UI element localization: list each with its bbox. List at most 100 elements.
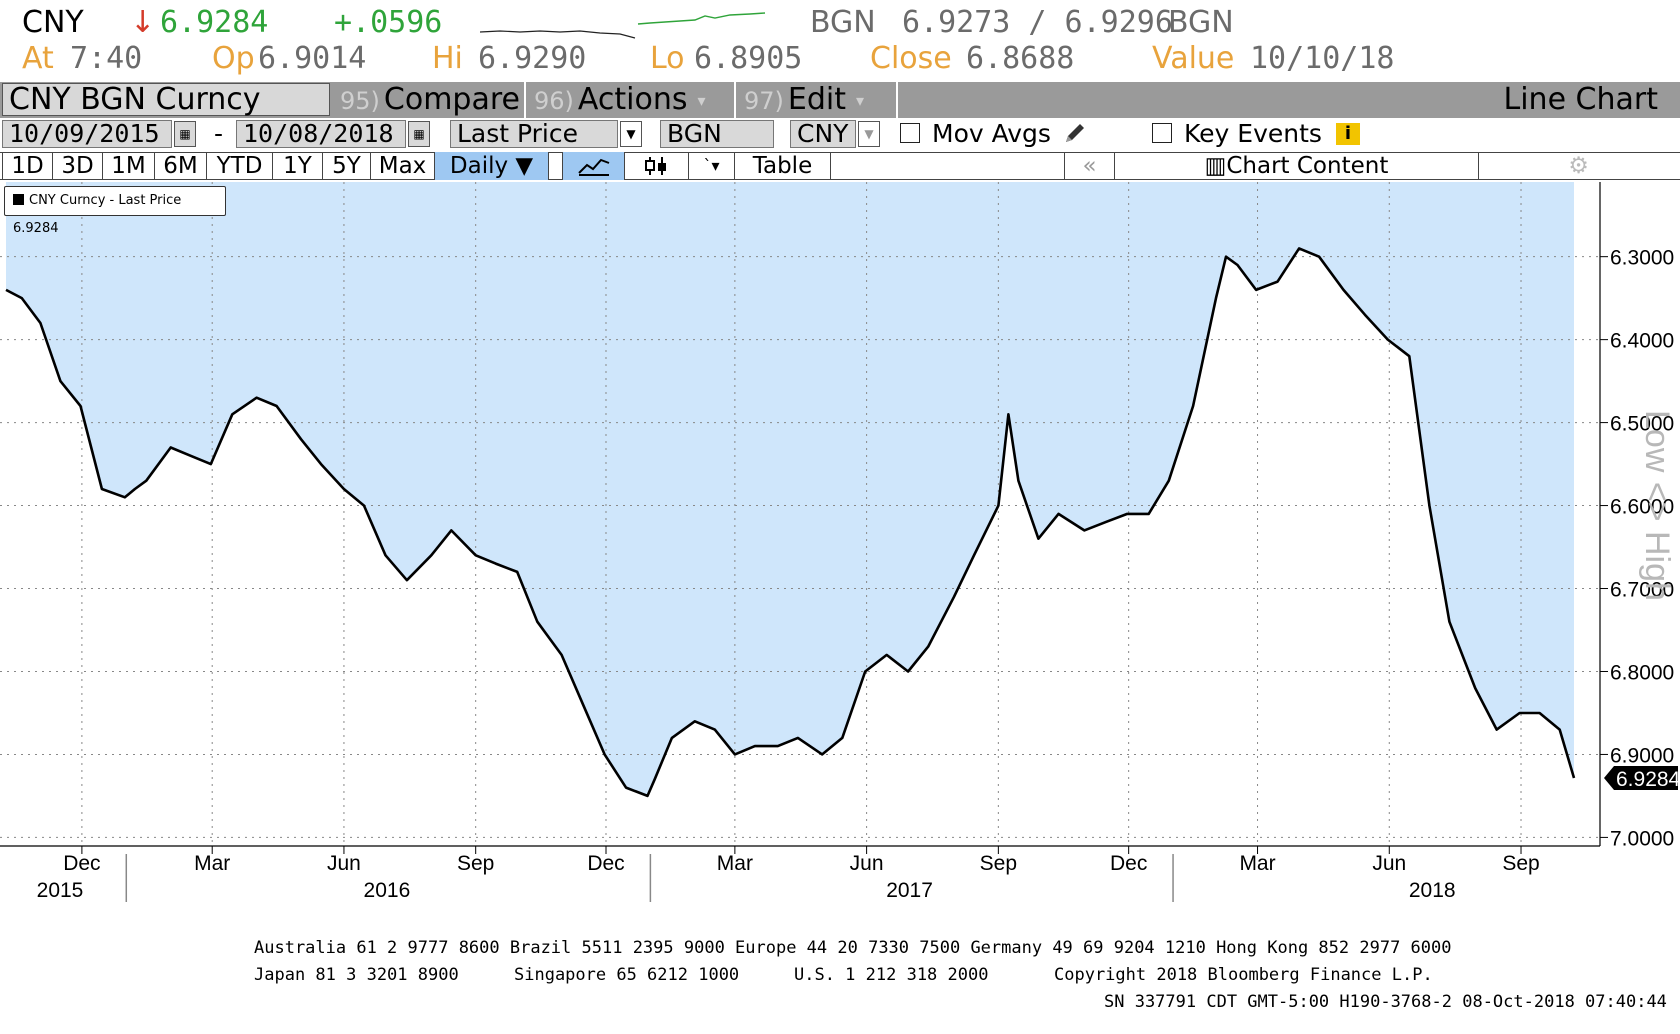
mov-avgs-checkbox[interactable] <box>900 123 920 143</box>
y-tick-label: 6.8000 <box>1610 661 1674 684</box>
period-1d[interactable]: 1D <box>2 152 52 180</box>
toolbar-spacer <box>548 152 562 180</box>
copyright: Copyright 2018 Bloomberg Finance L.P. <box>1054 965 1433 985</box>
chevron-down-icon[interactable]: ▼ <box>858 121 880 147</box>
last-price-tag: 6.9284 <box>1616 768 1680 791</box>
chart-content-icon: ▥ <box>1204 153 1227 179</box>
year-label: 2015 <box>37 879 84 902</box>
x-tick-label: Sep <box>1502 852 1539 875</box>
axis-side-label: Low <> High <box>1638 410 1676 601</box>
source-input[interactable]: BGN <box>660 120 774 148</box>
high-label: Hi <box>432 41 463 76</box>
candlestick-icon[interactable] <box>624 152 688 180</box>
footer-contacts: Australia 61 2 9777 8600 Brazil 5511 239… <box>254 938 1452 958</box>
collapse-icon[interactable]: « <box>1064 152 1114 180</box>
x-tick-label: Dec <box>1110 852 1147 875</box>
year-label: 2018 <box>1409 879 1456 902</box>
line-chart-icon[interactable] <box>562 152 624 180</box>
period-ytd[interactable]: YTD <box>206 152 272 180</box>
bid-ask: 6.9273 / 6.9296 <box>902 5 1173 40</box>
chevron-down-icon: ▾ <box>856 90 865 110</box>
annotation-menu-icon[interactable]: `▾ <box>688 152 734 180</box>
key-events-label[interactable]: Key Events <box>1184 119 1322 148</box>
open-label: Op <box>212 41 255 76</box>
calendar-icon[interactable]: ▦ <box>174 121 196 147</box>
field-select[interactable]: Last Price <box>450 120 618 148</box>
sparkline <box>480 12 766 39</box>
key-events-checkbox[interactable] <box>1152 123 1172 143</box>
session-info: SN 337791 CDT GMT-5:00 H190-3768-2 08-Oc… <box>1104 992 1667 1012</box>
close-label: Close <box>870 41 952 76</box>
x-tick-label: Sep <box>457 852 494 875</box>
frequency-select[interactable]: Daily ▼ <box>434 152 548 180</box>
footer-singapore: Singapore 65 6212 1000 <box>514 965 740 985</box>
last-price-marker <box>1604 766 1678 791</box>
chevron-down-icon: ▾ <box>697 90 706 110</box>
open-value: 6.9014 <box>258 41 367 76</box>
y-tick-label: 6.4000 <box>1610 330 1674 353</box>
at-label: At <box>22 41 54 76</box>
y-tick-label: 6.3000 <box>1610 247 1674 270</box>
source-label-2: BGN <box>1168 5 1234 40</box>
period-6m[interactable]: 6M <box>154 152 206 180</box>
y-tick-label: 6.7000 <box>1610 579 1674 602</box>
mov-avgs-label[interactable]: Mov Avgs <box>932 119 1051 148</box>
chart-content-button[interactable]: ▥Chart Content <box>1114 152 1478 180</box>
compare-button[interactable]: 95) Compare <box>332 82 526 118</box>
net-change: +.0596 <box>334 5 443 40</box>
period-3d[interactable]: 3D <box>52 152 102 180</box>
legend: CNY Curncy - Last Price 6.9284 <box>4 186 226 236</box>
x-tick-label: Mar <box>1239 852 1275 875</box>
y-tick-label: 6.9000 <box>1610 744 1674 767</box>
year-label: 2016 <box>364 879 411 902</box>
year-label: 2017 <box>886 879 933 902</box>
pencil-icon[interactable] <box>1062 122 1088 146</box>
price-chart[interactable]: 6.3000 6.4000 6.5000 6.6000 6.7000 6.8000 6.90… <box>0 180 1680 940</box>
toolbar-spacer <box>830 152 1064 180</box>
date-range-dash: - <box>214 119 224 148</box>
chevron-down-icon[interactable]: ▼ <box>620 121 642 147</box>
x-tick-label: Jun <box>327 852 361 875</box>
low-label: Lo <box>650 41 685 76</box>
period-1y[interactable]: 1Y <box>272 152 322 180</box>
actions-menu[interactable]: 96) Actions ▾ <box>526 82 736 118</box>
ticker: CNY <box>22 5 84 40</box>
source-label: BGN <box>810 5 876 40</box>
x-tick-label: Mar <box>194 852 230 875</box>
series-line-cny[interactable] <box>5 247 1576 798</box>
y-tick-label: 6.6000 <box>1610 496 1674 519</box>
last-price: 6.9284 <box>160 5 269 40</box>
x-tick-label: Mar <box>717 852 753 875</box>
value-label: Value <box>1152 41 1235 76</box>
footer-japan: Japan 81 3 3201 8900 <box>254 965 459 985</box>
x-tick-label: Jun <box>850 852 884 875</box>
at-value: 7:40 <box>70 41 143 76</box>
x-tick-label: Sep <box>980 852 1017 875</box>
period-5y[interactable]: 5Y <box>322 152 370 180</box>
y-tick-label: 7.0000 <box>1610 827 1674 850</box>
close-value: 6.8688 <box>966 41 1075 76</box>
period-1m[interactable]: 1M <box>102 152 154 180</box>
high-value: 6.9290 <box>478 41 587 76</box>
table-button[interactable]: Table <box>734 152 830 180</box>
low-value: 6.8905 <box>694 41 803 76</box>
currency-select[interactable]: CNY <box>790 120 856 148</box>
edit-menu[interactable]: 97) Edit ▾ <box>736 82 898 118</box>
info-icon[interactable]: i <box>1336 123 1360 145</box>
start-date-input[interactable]: 10/09/2015 <box>2 120 172 148</box>
period-max[interactable]: Max <box>370 152 434 180</box>
end-date-input[interactable]: 10/08/2018 <box>236 120 406 148</box>
x-tick-label: Dec <box>63 852 100 875</box>
x-tick-label: Dec <box>587 852 624 875</box>
value-date: 10/10/18 <box>1250 41 1395 76</box>
footer-us: U.S. 1 212 318 2000 <box>794 965 989 985</box>
down-arrow-icon: ↓ <box>130 5 156 40</box>
period-toolbar <box>0 152 1680 180</box>
legend-swatch <box>13 194 24 205</box>
security-input[interactable]: CNY BGN Curncy <box>2 83 330 116</box>
y-tick-label: 6.5000 <box>1610 413 1674 436</box>
calendar-icon[interactable]: ▦ <box>408 121 430 147</box>
chart-type-label[interactable]: Line Chart <box>1503 82 1659 117</box>
gear-icon[interactable]: ⚙ <box>1478 152 1678 180</box>
area-fill <box>6 182 1574 796</box>
